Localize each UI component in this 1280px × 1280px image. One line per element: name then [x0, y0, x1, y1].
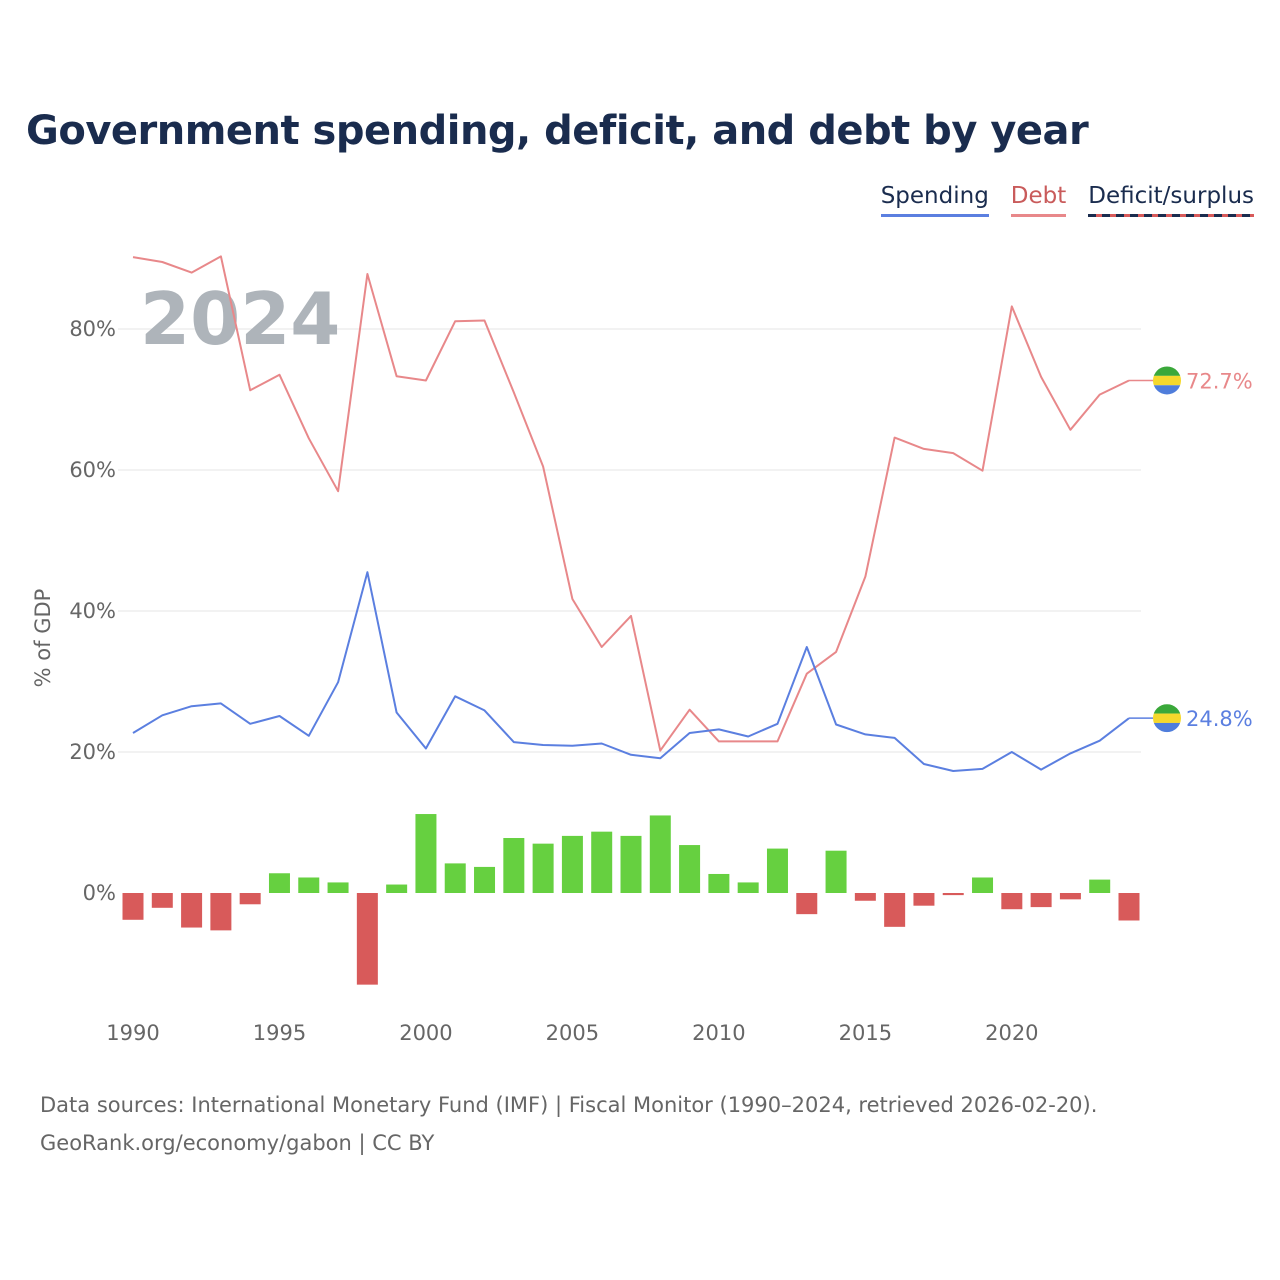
x-tick-label: 2000	[399, 1021, 452, 1045]
deficit-bar	[1001, 893, 1023, 910]
series-lines	[132, 255, 1130, 772]
x-tick-label: 1995	[253, 1021, 306, 1045]
deficit-bar	[210, 893, 232, 931]
deficit-bar	[1030, 893, 1052, 908]
deficit-bar	[415, 814, 437, 893]
x-tick-label: 2005	[546, 1021, 599, 1045]
deficit-bar	[766, 848, 788, 893]
legend-item-debt[interactable]: Debt	[1010, 183, 1067, 217]
deficit-bar	[620, 835, 642, 893]
x-tick-label: 2010	[692, 1021, 745, 1045]
spending-end-label: 24.8%	[1186, 707, 1253, 731]
deficit-bar	[1059, 893, 1081, 900]
legend-item-spending[interactable]: Spending	[880, 183, 989, 217]
deficit-bar	[268, 873, 290, 893]
deficit-bar	[444, 863, 466, 893]
deficit-bar	[854, 893, 876, 901]
legend-swatch-spending	[880, 214, 989, 217]
footer: Data sources: International Monetary Fun…	[40, 1086, 1097, 1162]
deficit-bar	[386, 884, 408, 893]
site-credit[interactable]: GeoRank.org/economy/gabon | CC BY	[40, 1131, 435, 1155]
deficit-bar	[796, 893, 818, 915]
legend-swatch-debt	[1010, 214, 1067, 217]
y-tick-label: 0%	[83, 881, 116, 905]
debt-line	[132, 255, 1130, 752]
legend-swatch-deficit	[1088, 214, 1254, 217]
deficit-bar	[913, 893, 935, 906]
axis-labels: 0% 20% 40% 60% 80% 1990 1995 2000 2005 2010 2015 20…	[69, 317, 1038, 1045]
deficit-bar	[942, 893, 964, 896]
deficit-bar	[181, 893, 203, 928]
deficit-bar	[972, 877, 994, 893]
legend-label-deficit: Deficit/surplus	[1088, 183, 1254, 209]
deficit-bar	[884, 893, 906, 927]
flag-stripe-yellow	[1153, 375, 1181, 386]
spending-line	[132, 571, 1130, 772]
spending-flag-icon	[1153, 704, 1181, 733]
deficit-bar	[737, 882, 759, 893]
y-tick-label: 20%	[69, 740, 116, 764]
end-markers: 72.7% 24.8%	[1129, 366, 1253, 733]
deficit-bar	[298, 877, 320, 893]
deficit-bar	[474, 866, 496, 893]
deficit-bar	[532, 843, 554, 893]
deficit-bar	[327, 882, 349, 893]
x-tick-label: 2020	[985, 1021, 1038, 1045]
data-sources: Data sources: International Monetary Fun…	[40, 1093, 1098, 1117]
deficit-bar	[356, 893, 378, 985]
grid-layer	[118, 328, 1141, 753]
legend-label-debt: Debt	[1010, 183, 1067, 209]
x-tick-label: 2015	[839, 1021, 892, 1045]
deficit-bar	[679, 845, 701, 893]
flag-stripe-green	[1153, 366, 1181, 376]
deficit-bar	[825, 850, 847, 893]
legend-item-deficit[interactable]: Deficit/surplus	[1088, 183, 1254, 217]
deficit-bar	[1118, 893, 1140, 921]
y-tick-label: 60%	[69, 458, 116, 482]
y-tick-label: 80%	[69, 317, 116, 341]
deficit-bar	[1089, 879, 1111, 893]
deficit-bars	[122, 814, 1140, 985]
debt-flag-icon	[1153, 366, 1181, 395]
deficit-bar	[649, 815, 671, 893]
deficit-bar	[591, 831, 613, 893]
deficit-bar	[239, 893, 261, 905]
deficit-bar	[708, 873, 730, 893]
flag-stripe-green	[1153, 704, 1181, 714]
flag-stripe-blue	[1153, 722, 1181, 733]
deficit-bar	[561, 835, 583, 893]
debt-end-label: 72.7%	[1186, 369, 1253, 393]
flag-stripe-yellow	[1153, 713, 1181, 723]
y-tick-label: 40%	[69, 599, 116, 623]
deficit-bar	[503, 838, 525, 893]
x-tick-label: 1990	[106, 1021, 159, 1045]
y-axis-title: % of GDP	[31, 589, 55, 688]
flag-stripe-blue	[1153, 385, 1181, 395]
chart-title: Government spending, deficit, and debt b…	[26, 108, 1089, 154]
deficit-bar	[151, 893, 173, 908]
deficit-bar	[122, 893, 144, 920]
legend-label-spending: Spending	[880, 183, 989, 209]
legend: Spending Debt Deficit/surplus	[880, 183, 1254, 217]
